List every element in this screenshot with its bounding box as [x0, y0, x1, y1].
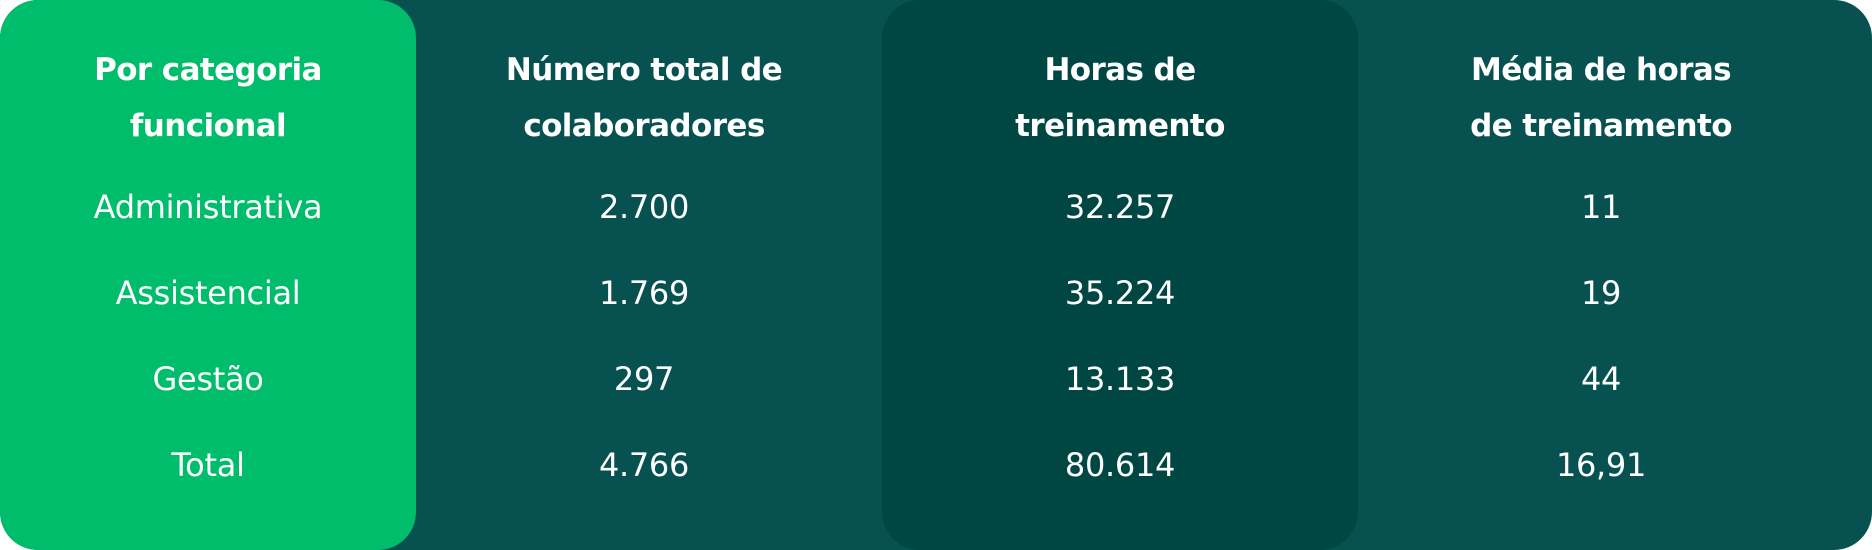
cell-average-assistencial: 19	[1580, 274, 1622, 312]
header-line: Média de horas	[1470, 52, 1732, 88]
header-line: Horas de	[1044, 52, 1196, 88]
cell-category-gestao: Gestão	[152, 360, 264, 398]
cell-average-total: 16,91	[1555, 446, 1647, 484]
cell-category-total: Total	[171, 446, 245, 484]
column-average-hours: Média de horas de treinamento 11 19 44 1…	[1358, 0, 1844, 550]
cell-hours-assistencial: 35.224	[1064, 274, 1176, 312]
cell-average-gestao: 44	[1580, 360, 1622, 398]
cell-average-administrativa: 11	[1580, 188, 1622, 226]
cell-employees-assistencial: 1.769	[598, 274, 690, 312]
column-category: Por categoria funcional Administrativa A…	[0, 0, 416, 550]
cell-hours-administrativa: 32.257	[1064, 188, 1176, 226]
cell-employees-administrativa: 2.700	[598, 188, 690, 226]
cell-employees-total: 4.766	[598, 446, 690, 484]
header-line: de treinamento	[1470, 108, 1732, 144]
header-line: Por categoria	[94, 52, 322, 88]
header-line: funcional	[129, 108, 287, 144]
cell-category-administrativa: Administrativa	[93, 188, 323, 226]
cell-category-assistencial: Assistencial	[115, 274, 301, 312]
header-line: colaboradores	[523, 108, 765, 144]
cell-hours-gestao: 13.133	[1064, 360, 1176, 398]
header-line: Número total de	[505, 52, 783, 88]
column-training-hours: Horas de treinamento 32.257 35.224 13.13…	[882, 0, 1358, 550]
cell-employees-gestao: 297	[613, 360, 675, 398]
header-training-hours: Horas de treinamento	[882, 0, 1358, 164]
header-average-hours: Média de horas de treinamento	[1358, 0, 1844, 164]
cell-hours-total: 80.614	[1064, 446, 1176, 484]
header-total-employees: Número total de colaboradores	[416, 0, 872, 164]
header-category: Por categoria funcional	[0, 0, 416, 164]
column-total-employees: Número total de colaboradores 2.700 1.76…	[416, 0, 872, 550]
header-line: treinamento	[1015, 108, 1225, 144]
